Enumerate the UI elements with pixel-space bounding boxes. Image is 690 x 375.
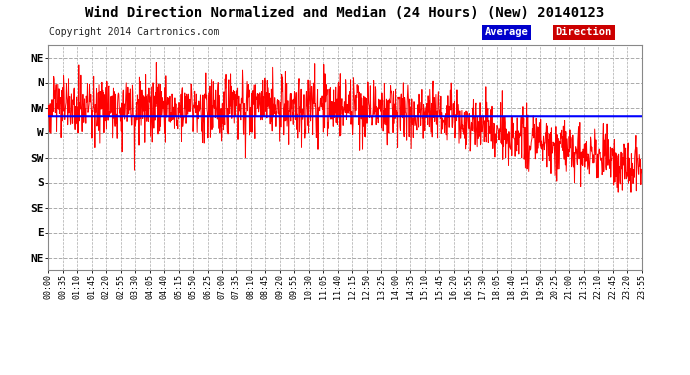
Text: Direction: Direction (555, 27, 612, 37)
Text: Copyright 2014 Cartronics.com: Copyright 2014 Cartronics.com (49, 27, 219, 37)
Text: Average: Average (484, 27, 529, 37)
Text: Wind Direction Normalized and Median (24 Hours) (New) 20140123: Wind Direction Normalized and Median (24… (86, 6, 604, 20)
